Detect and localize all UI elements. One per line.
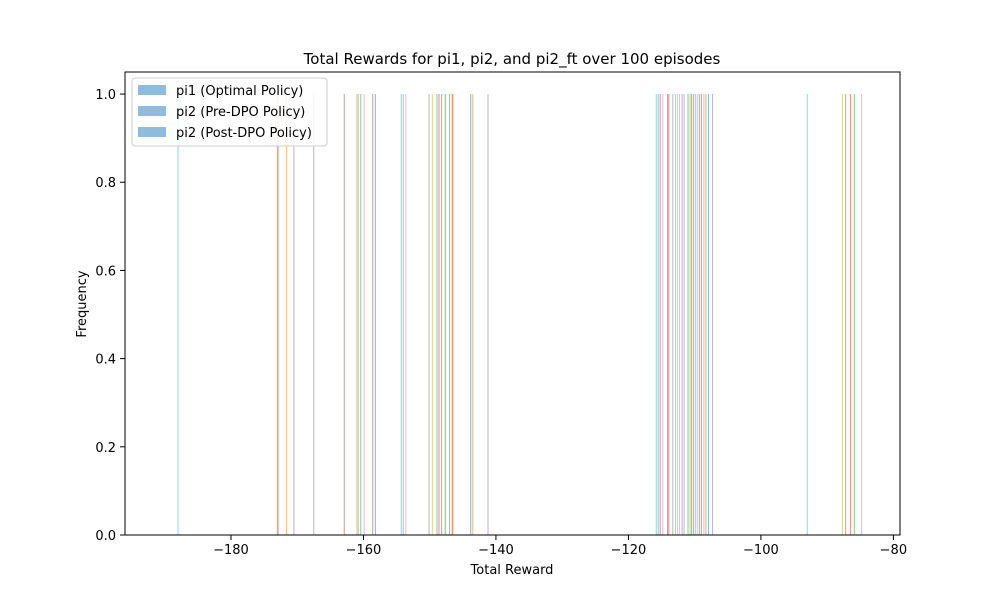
y-axis-label: Frequency — [75, 270, 90, 337]
x-tick-label: −120 — [611, 543, 647, 558]
y-tick-label: 0.0 — [95, 529, 116, 544]
legend: pi1 (Optimal Policy) pi2 (Pre-DPO Policy… — [131, 77, 328, 147]
x-tick-label: −80 — [880, 543, 907, 558]
legend-label-pi1: pi1 (Optimal Policy) — [176, 84, 303, 99]
plot-area-frame — [124, 71, 901, 536]
y-tick-label: 0.2 — [95, 441, 116, 456]
y-axis: 0.0 0.2 0.4 0.6 0.8 1.0 — [95, 88, 125, 544]
x-tick-label: −160 — [346, 543, 382, 558]
chart-title: Total Rewards for pi1, pi2, and pi2_ft o… — [303, 50, 721, 69]
legend-frame — [131, 77, 328, 147]
bars-layer — [177, 94, 863, 535]
y-tick-label: 1.0 — [95, 88, 116, 103]
x-axis-label: Total Reward — [470, 563, 554, 578]
y-tick-label: 0.8 — [95, 176, 116, 191]
y-tick-label: 0.6 — [95, 264, 116, 279]
legend-label-pi2-post: pi2 (Post-DPO Policy) — [176, 126, 312, 141]
legend-swatch-pi2-pre — [138, 106, 166, 116]
y-tick-label: 0.4 — [95, 353, 116, 368]
legend-swatch-pi1 — [138, 85, 166, 95]
x-tick-label: −100 — [743, 543, 779, 558]
x-axis: −180 −160 −140 −120 −100 −80 — [213, 535, 907, 558]
x-tick-label: −180 — [213, 543, 249, 558]
legend-label-pi2-pre: pi2 (Pre-DPO Policy) — [176, 105, 305, 120]
x-tick-label: −140 — [478, 543, 514, 558]
legend-swatch-pi2-post — [138, 127, 166, 137]
